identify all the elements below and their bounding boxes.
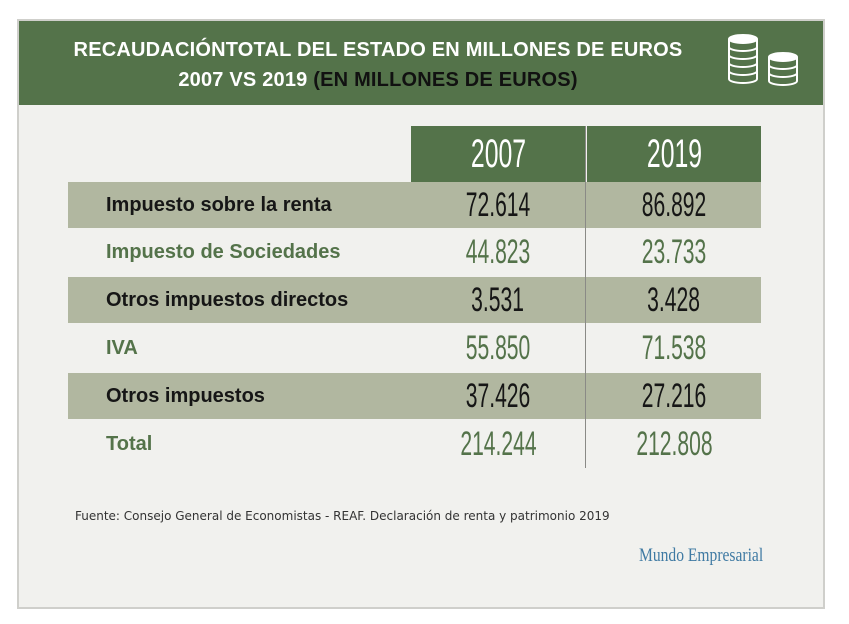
- table-row: IVA 55.850 71.538: [68, 325, 761, 371]
- value-2019: 86.892: [641, 186, 707, 224]
- title-years: 2007 VS 2019: [178, 69, 308, 91]
- value-2019: 71.538: [641, 329, 707, 367]
- row-label: Otros impuestos directos: [106, 289, 349, 311]
- column-divider: [585, 126, 586, 468]
- value-2007: 37.426: [465, 377, 531, 415]
- row-label: Impuesto sobre la renta: [106, 194, 332, 216]
- value-2019: 23.733: [641, 233, 707, 271]
- value-2019: 3.428: [647, 281, 701, 319]
- table-row: Impuesto de Sociedades 44.823 23.733: [68, 229, 761, 275]
- infographic-card: RECAUDACIÓNTOTAL DEL ESTADO EN MILLONES …: [17, 19, 825, 609]
- column-header-2007: 2007: [411, 126, 585, 182]
- table-row: Otros impuestos 37.426 27.216: [68, 373, 761, 419]
- value-2007: 55.850: [465, 329, 531, 367]
- brand-logo: Mundo Empresarial: [639, 545, 764, 566]
- title-units: (EN MILLONES DE EUROS): [313, 69, 578, 91]
- value-2007: 72.614: [465, 186, 531, 224]
- value-2007: 214.244: [459, 425, 537, 463]
- title-line-1: RECAUDACIÓNTOTAL DEL ESTADO EN MILLONES …: [73, 39, 683, 61]
- row-label: Otros impuestos: [106, 385, 265, 407]
- coin-stack-icon: [728, 34, 798, 86]
- table-row: Otros impuestos directos 3.531 3.428: [68, 277, 761, 323]
- value-2007: 44.823: [465, 233, 531, 271]
- title-banner: RECAUDACIÓNTOTAL DEL ESTADO EN MILLONES …: [19, 21, 823, 105]
- source-note: Fuente: Consejo General de Economistas -…: [75, 509, 610, 523]
- table-row-total: Total 214.244 212.808: [68, 421, 761, 467]
- value-2007: 3.531: [471, 281, 525, 319]
- value-2019: 27.216: [641, 377, 707, 415]
- row-label: Total: [106, 433, 153, 455]
- column-header-2019: 2019: [587, 126, 761, 182]
- value-2019: 212.808: [635, 425, 713, 463]
- table-row: Impuesto sobre la renta 72.614 86.892: [68, 182, 761, 228]
- title-line-2: 2007 VS 2019 (EN MILLONES DE EUROS): [19, 69, 737, 92]
- row-label: Impuesto de Sociedades: [106, 241, 341, 263]
- row-label: IVA: [106, 337, 138, 359]
